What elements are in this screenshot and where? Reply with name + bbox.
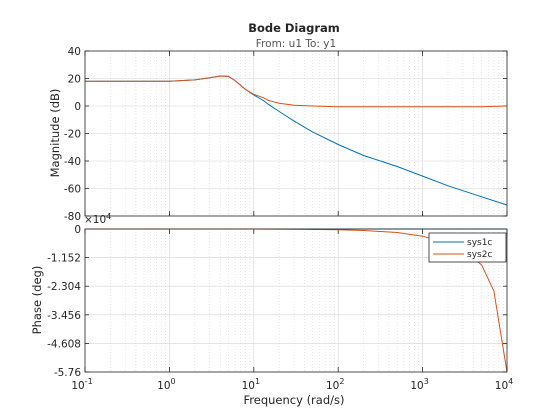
x-tick-label: 10-1 bbox=[71, 377, 92, 392]
legend-box bbox=[428, 232, 507, 263]
x-tick-label: 102 bbox=[326, 377, 344, 392]
y-tick-label: -1.152 bbox=[47, 253, 81, 265]
magnitude-axis-label: Magnitude (dB) bbox=[48, 89, 62, 178]
phase-multiplier-exp: 4 bbox=[106, 212, 111, 221]
frequency-tick-labels: 10-1 100 101 102 103 104 bbox=[71, 377, 513, 392]
x-tick-base: 10 bbox=[157, 380, 170, 392]
y-tick-label: -80 bbox=[64, 211, 81, 223]
y-tick-label: 0 bbox=[74, 101, 81, 113]
magnitude-panel: 40 20 0 -20 -40 -60 -80 bbox=[64, 46, 508, 223]
y-tick-label: 40 bbox=[68, 46, 81, 58]
x-tick-base: 10 bbox=[410, 380, 423, 392]
legend-label-sys1c: sys1c bbox=[467, 238, 492, 248]
phase-panel: 0 -1.152 -2.304 -3.456 -4.608 -5.76 bbox=[47, 224, 508, 379]
x-tick-exponent: -1 bbox=[85, 377, 93, 386]
x-tick-base: 10 bbox=[242, 380, 255, 392]
y-tick-label: -3.456 bbox=[47, 310, 81, 322]
phase-multiplier-base: ×10 bbox=[84, 214, 106, 226]
y-tick-label: -2.304 bbox=[47, 281, 81, 293]
x-tick-exponent: 0 bbox=[171, 377, 176, 386]
x-tick-exponent: 1 bbox=[255, 377, 260, 386]
y-tick-label: -20 bbox=[64, 129, 81, 141]
x-tick-exponent: 4 bbox=[508, 377, 513, 386]
series-line-sys2c bbox=[85, 75, 508, 108]
axes-frame bbox=[84, 50, 508, 217]
x-tick-base: 10 bbox=[71, 380, 84, 392]
y-tick-label: 20 bbox=[68, 74, 81, 86]
phase-multiplier: ×104 bbox=[84, 212, 111, 226]
x-tick-label: 101 bbox=[242, 377, 260, 392]
axes-frame bbox=[84, 228, 508, 373]
chart-subtitle: From: u1 To: y1 bbox=[256, 38, 336, 50]
y-tick-label: 0 bbox=[74, 224, 81, 236]
x-tick-exponent: 3 bbox=[424, 377, 429, 386]
y-tick-label: -5.76 bbox=[54, 367, 81, 379]
x-tick-base: 10 bbox=[495, 380, 508, 392]
legend: sys1c sys2c bbox=[428, 232, 507, 263]
phase-axis-label: Phase (deg) bbox=[30, 266, 44, 335]
x-tick-label: 100 bbox=[157, 377, 175, 392]
x-tick-label: 103 bbox=[410, 377, 428, 392]
x-tick-exponent: 2 bbox=[339, 377, 344, 386]
frequency-axis-label: Frequency (rad/s) bbox=[244, 393, 345, 407]
series-line-sys1c bbox=[85, 75, 508, 206]
y-tick-label: -4.608 bbox=[47, 338, 81, 350]
x-tick-label: 104 bbox=[495, 377, 513, 392]
chart-title: Bode Diagram bbox=[248, 21, 340, 35]
y-tick-label: -40 bbox=[64, 156, 81, 168]
legend-label-sys2c: sys2c bbox=[467, 250, 492, 260]
x-tick-base: 10 bbox=[326, 380, 339, 392]
y-tick-label: -60 bbox=[64, 184, 81, 196]
